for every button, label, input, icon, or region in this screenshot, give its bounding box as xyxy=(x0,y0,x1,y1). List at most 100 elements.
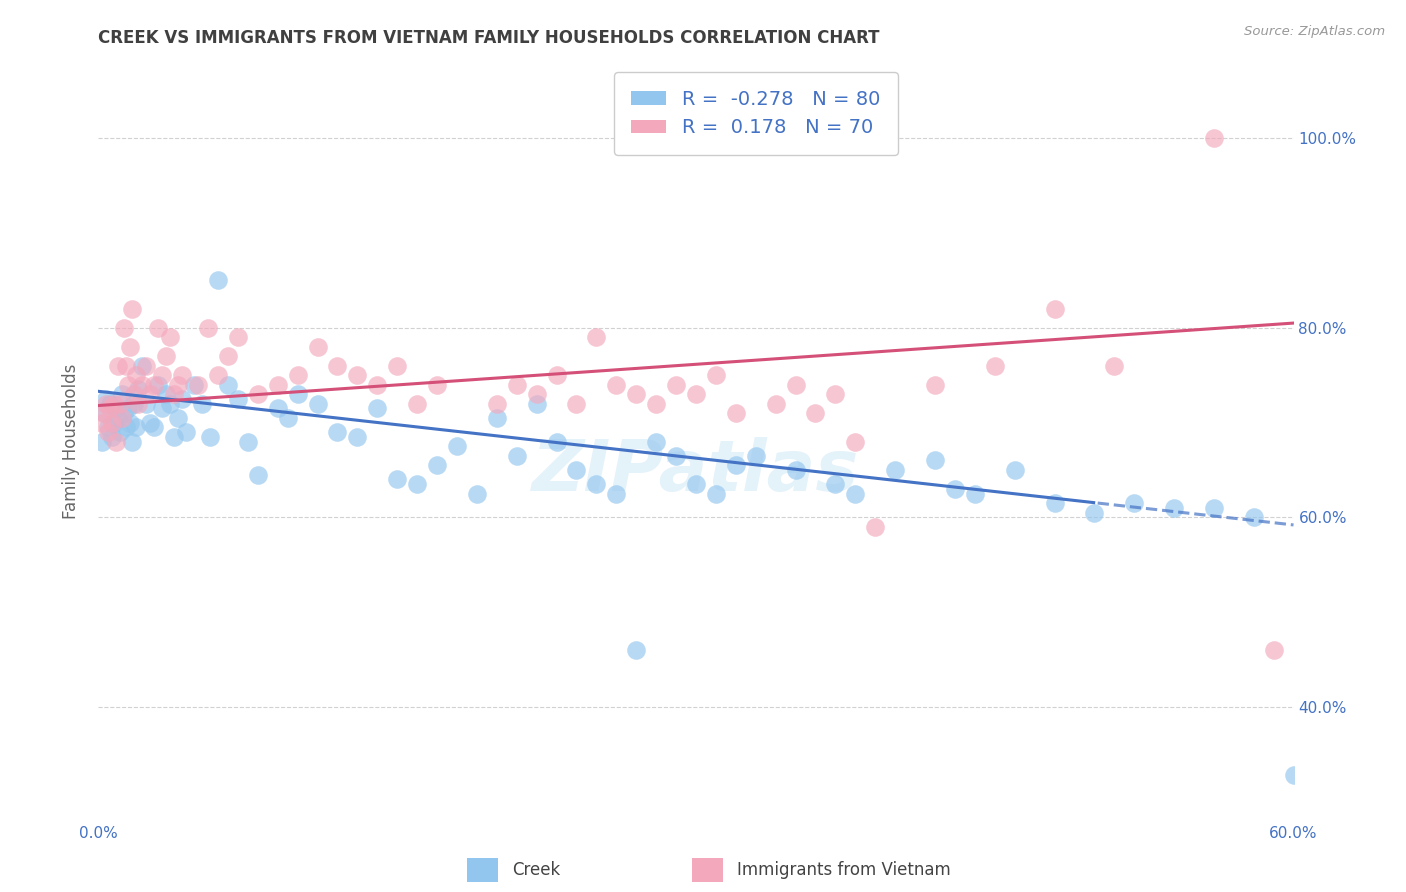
Point xyxy=(526,387,548,401)
Point xyxy=(326,425,349,439)
Point xyxy=(626,643,648,657)
Point xyxy=(565,397,588,411)
Point xyxy=(1043,496,1066,510)
Point xyxy=(101,416,124,430)
Point xyxy=(506,449,529,463)
Point xyxy=(626,387,648,401)
Point xyxy=(155,387,177,401)
Point xyxy=(115,420,138,434)
Point xyxy=(226,330,249,344)
Text: Immigrants from Vietnam: Immigrants from Vietnam xyxy=(737,861,950,879)
Point xyxy=(139,387,162,401)
Point xyxy=(159,330,181,344)
Point xyxy=(346,430,368,444)
Point xyxy=(426,377,449,392)
Point xyxy=(103,416,125,430)
Point xyxy=(785,463,807,477)
Point xyxy=(163,387,186,401)
Point xyxy=(385,473,409,487)
Point xyxy=(198,430,221,444)
Text: CREEK VS IMMIGRANTS FROM VIETNAM FAMILY HOUSEHOLDS CORRELATION CHART: CREEK VS IMMIGRANTS FROM VIETNAM FAMILY … xyxy=(98,29,880,47)
Point xyxy=(96,397,118,411)
Point xyxy=(1123,496,1146,510)
Point xyxy=(93,406,115,420)
Point xyxy=(172,392,194,406)
Point xyxy=(307,340,329,354)
Point xyxy=(172,368,194,383)
Point xyxy=(665,449,688,463)
Point xyxy=(277,410,299,425)
Point xyxy=(105,434,128,449)
Point xyxy=(96,392,118,406)
Point xyxy=(97,420,120,434)
Point xyxy=(1263,643,1285,657)
Point xyxy=(167,410,190,425)
Point xyxy=(246,467,269,482)
Point xyxy=(131,377,153,392)
Point xyxy=(167,377,190,392)
Point xyxy=(287,387,309,401)
Point xyxy=(207,368,229,383)
Point xyxy=(506,377,529,392)
Point xyxy=(366,401,388,416)
Point xyxy=(307,397,329,411)
Point xyxy=(143,377,166,392)
Point xyxy=(526,397,548,411)
Point xyxy=(724,406,747,420)
Point xyxy=(546,368,568,383)
Point xyxy=(217,349,239,363)
Point xyxy=(110,425,132,439)
Point xyxy=(1043,301,1066,316)
Point xyxy=(1104,359,1126,373)
Text: Creek: Creek xyxy=(512,861,560,879)
Point xyxy=(143,420,166,434)
Point xyxy=(131,359,153,373)
Point xyxy=(346,368,368,383)
Point xyxy=(148,377,170,392)
Point xyxy=(585,477,607,491)
Point xyxy=(120,416,142,430)
Legend: R =  -0.278   N = 80, R =  0.178   N = 70: R = -0.278 N = 80, R = 0.178 N = 70 xyxy=(614,72,897,155)
Point xyxy=(111,410,134,425)
Point xyxy=(287,368,309,383)
Point xyxy=(236,434,259,449)
Point xyxy=(844,434,866,449)
Point xyxy=(824,477,846,491)
Point xyxy=(121,434,143,449)
Point xyxy=(135,359,157,373)
Bar xyxy=(467,858,498,881)
Point xyxy=(107,359,129,373)
Point xyxy=(804,406,827,420)
Point xyxy=(105,401,128,416)
Point xyxy=(426,458,449,473)
Point xyxy=(124,397,146,411)
Point xyxy=(924,377,946,392)
Y-axis label: Family Households: Family Households xyxy=(62,364,80,519)
Point xyxy=(103,397,125,411)
Point xyxy=(765,397,787,411)
Point xyxy=(704,368,727,383)
Point xyxy=(101,430,124,444)
Point xyxy=(115,359,138,373)
Point xyxy=(267,401,290,416)
Point xyxy=(745,449,768,463)
Point xyxy=(924,453,946,467)
Point xyxy=(724,458,747,473)
Point xyxy=(183,377,205,392)
Point xyxy=(605,377,627,392)
Point xyxy=(120,340,142,354)
Point xyxy=(943,482,966,496)
Point xyxy=(565,463,588,477)
Point xyxy=(645,434,668,449)
Point xyxy=(98,401,122,416)
Point xyxy=(1163,500,1185,515)
Point xyxy=(1202,500,1225,515)
Point xyxy=(125,368,148,383)
Point xyxy=(135,397,157,411)
Point xyxy=(150,401,173,416)
Point xyxy=(485,397,508,411)
Point xyxy=(107,410,129,425)
Point xyxy=(446,439,468,453)
Point xyxy=(117,377,139,392)
Text: ZIPatlas: ZIPatlas xyxy=(533,437,859,507)
